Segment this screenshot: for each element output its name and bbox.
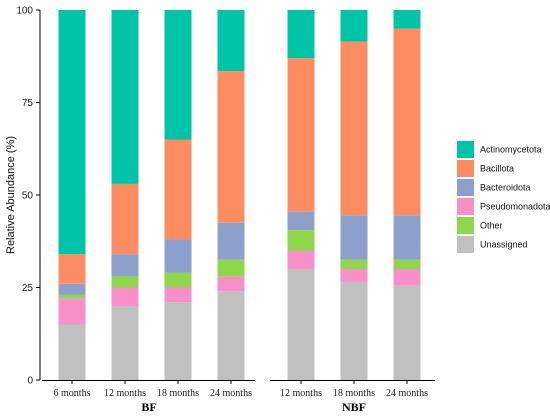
legend-swatch-actinomycetota (457, 141, 474, 158)
legend-item-bacillota: Bacillota (457, 160, 514, 177)
bar-nbf-12-months-pseudomonadota (287, 250, 315, 269)
x-tick-label-bf-12-months: 12 months (104, 388, 146, 399)
bar-bf-18-months-unassigned (164, 302, 192, 380)
axes-layer: 0 25 50 75 100 6 months 12 months 18 months 24 m… (16, 6, 435, 414)
bar-bf-24-months-pseudomonadota (217, 276, 245, 292)
x-tick-label-nbf-12-months: 12 months (280, 388, 322, 399)
legend-swatch-pseudomonadota (457, 198, 474, 215)
x-tick-label-bf-6-months: 6 months (54, 388, 91, 399)
bar-nbf-12-months-unassigned (287, 269, 315, 380)
x-tick-label-nbf-24-months: 24 months (386, 388, 428, 399)
y-tick-label-75: 75 (22, 98, 34, 109)
legend-item-other: Other (457, 217, 503, 234)
x-tick-label-bf-18-months: 18 months (157, 388, 199, 399)
bar-nbf-12-months-other (287, 230, 315, 251)
bar-bf-18-months-actinomycetota (164, 10, 192, 140)
bar-nbf-18-months-bacillota (340, 41, 368, 216)
bar-nbf-12-months-bacillota (287, 58, 315, 212)
bar-nbf-24-months-other (393, 259, 421, 269)
bar-nbf-24-months-pseudomonadota (393, 269, 421, 286)
bar-bf-12-months-actinomycetota (111, 10, 139, 184)
legend-swatch-bacillota (457, 160, 474, 177)
bar-bf-24-months-bacteroidota (217, 222, 245, 260)
bar-nbf-18-months-unassigned (340, 281, 368, 380)
bar-bf-24-months-unassigned (217, 291, 245, 380)
legend-label-actinomycetota: Actinomycetota (480, 145, 542, 155)
bar-bf-18-months-bacteroidota (164, 239, 192, 273)
bar-bf-24-months-actinomycetota (217, 10, 245, 72)
bar-nbf-12-months-bacteroidota (287, 211, 315, 231)
bar-bf-24-months-other (217, 259, 245, 277)
legend-item-actinomycetota: Actinomycetota (457, 141, 542, 158)
y-tick-label-100: 100 (16, 6, 33, 17)
bar-nbf-24-months-bacteroidota (393, 215, 421, 260)
legend-swatch-unassigned (457, 236, 474, 253)
panel-label-bf: BF (141, 400, 156, 414)
legend-label-other: Other (480, 221, 503, 231)
legend-item-pseudomonadota: Pseudomonadota (457, 198, 550, 215)
legend-label-pseudomonadota: Pseudomonadota (480, 202, 550, 212)
y-tick-label-50: 50 (22, 191, 34, 202)
bar-bf-6-months-unassigned (58, 324, 86, 380)
bar-bf-18-months-bacillota (164, 139, 192, 240)
bar-nbf-18-months-actinomycetota (340, 10, 368, 42)
bar-nbf-24-months-actinomycetota (393, 10, 421, 29)
y-tick-label-25: 25 (22, 283, 34, 294)
x-tick-label-bf-24-months: 24 months (210, 388, 252, 399)
bar-bf-24-months-bacillota (217, 71, 245, 223)
bar-nbf-18-months-other (340, 259, 368, 269)
bar-bf-12-months-unassigned (111, 306, 139, 380)
bar-nbf-18-months-pseudomonadota (340, 269, 368, 282)
bar-bf-6-months-other (58, 294, 86, 299)
bars-layer (58, 10, 421, 380)
x-tick-label-nbf-18-months: 18 months (333, 388, 375, 399)
bar-nbf-18-months-bacteroidota (340, 215, 368, 260)
bar-bf-18-months-pseudomonadota (164, 287, 192, 303)
bar-bf-12-months-pseudomonadota (111, 287, 139, 306)
bar-bf-18-months-other (164, 272, 192, 288)
legend-item-unassigned: Unassigned (457, 236, 528, 253)
y-tick-label-0: 0 (27, 376, 33, 387)
legend-item-bacteroidota: Bacteroidota (457, 179, 531, 196)
legend-swatch-bacteroidota (457, 179, 474, 196)
bar-bf-6-months-actinomycetota (58, 10, 86, 255)
legend-label-bacteroidota: Bacteroidota (480, 183, 531, 193)
bar-nbf-12-months-actinomycetota (287, 10, 315, 59)
bar-nbf-24-months-bacillota (393, 28, 421, 216)
bar-bf-6-months-pseudomonadota (58, 298, 86, 325)
bar-nbf-24-months-unassigned (393, 285, 421, 380)
panel-label-nbf: NBF (342, 400, 366, 414)
bar-bf-6-months-bacillota (58, 254, 86, 284)
legend: Actinomycetota Bacillota Bacteroidota Pseud… (457, 141, 550, 253)
bar-bf-12-months-other (111, 276, 139, 288)
legend-swatch-other (457, 217, 474, 234)
bar-bf-12-months-bacteroidota (111, 254, 139, 277)
legend-label-unassigned: Unassigned (480, 240, 528, 250)
bar-bf-6-months-bacteroidota (58, 283, 86, 295)
bar-bf-12-months-bacillota (111, 183, 139, 255)
legend-label-bacillota: Bacillota (480, 164, 514, 174)
y-axis-label: Relative Abundance (%) (5, 136, 17, 254)
